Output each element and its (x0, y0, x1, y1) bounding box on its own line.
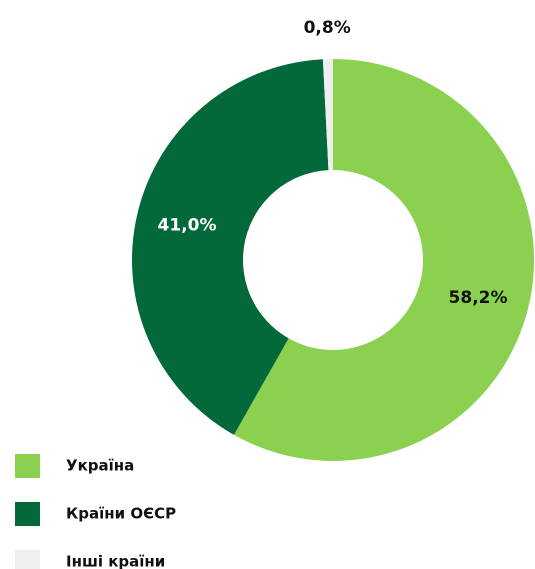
donut-slice (132, 59, 329, 435)
legend-swatch (15, 454, 40, 478)
legend-label: Інші країни (66, 553, 165, 569)
donut-slice (322, 59, 333, 171)
slice-label: 41,0% (158, 215, 217, 235)
legend-label: Україна (66, 457, 134, 475)
donut-slice (233, 59, 534, 461)
slice-label: 0,8% (304, 18, 351, 38)
legend-swatch (15, 502, 40, 526)
slice-label: 58,2% (449, 288, 508, 308)
legend-label: Країни ОЄСР (66, 505, 176, 523)
legend-swatch (15, 550, 40, 569)
